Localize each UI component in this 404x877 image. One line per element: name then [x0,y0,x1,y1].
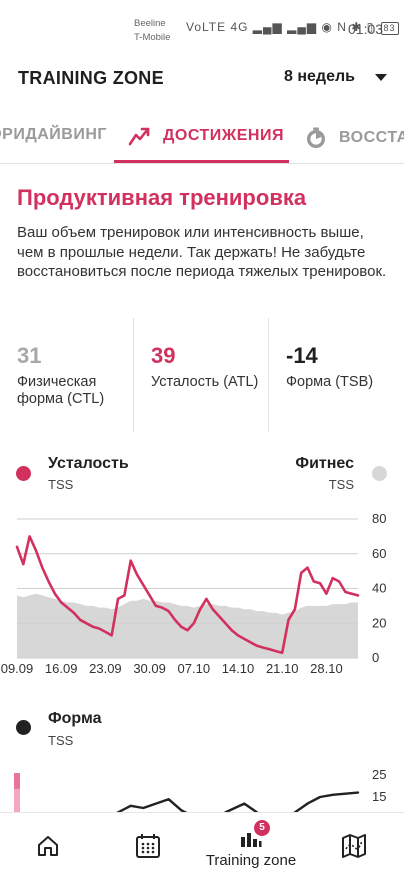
fatigue-fitness-chart-svg: 0 20 40 60 80 09.09 16.09 23.09 30.09 07.10 14.10 2… [1,511,387,676]
y-tick-label: 20 [372,615,386,630]
y-tick-label: 40 [372,581,386,596]
x-tick-label: 16.09 [45,661,78,676]
tab-freediving-label: ФРИДАЙВИНГ [0,126,107,143]
form-zone-band [14,773,20,789]
notification-badge: 5 [254,820,270,836]
fatigue-legend-dot [16,466,31,481]
form-legend-title: Форма [48,710,102,727]
bottom-navigation: 5 Training zone [0,812,404,877]
metric-atl-label: Усталость (ATL) [151,374,259,390]
x-tick-label: 23.09 [89,661,122,676]
tab-recovery-label: ВОССТАН [339,129,404,146]
map-icon [342,834,366,858]
bar-chart-icon [241,833,262,847]
nav-home[interactable] [16,813,80,877]
x-tick-label: 28.10 [310,661,343,676]
form-legend-dot [16,720,31,735]
metrics-row: 31 Физическая форма (CTL) 39 Усталость (… [0,318,404,432]
status-icons-glyphs: VoLTE 4G ▂▄▆ ▂▄▆ ◉ N ✱ ▯ [186,20,375,34]
nav-map[interactable] [322,813,386,877]
metric-tsb-value: -14 [286,343,318,368]
battery-icon: 83 [380,22,399,35]
home-icon [38,836,58,856]
metric-ctl-value: 31 [17,343,42,368]
status-bar: Beeline T-Mobile VoLTE 4G ▂▄▆ ▂▄▆ ◉ N ✱ … [0,0,404,52]
period-dropdown[interactable]: 8 недель [284,68,387,86]
active-tab-indicator [114,160,289,163]
x-tick-label: 30.09 [133,661,166,676]
summary-headline: Продуктивная тренировка [17,185,307,210]
metric-ctl-label: Физическая форма (CTL) [17,374,105,407]
carrier-info: Beeline T-Mobile [134,17,170,45]
caret-down-icon [374,73,387,81]
metric-atl-value: 39 [151,343,176,368]
tab-achievements-label: ДОСТИЖЕНИЯ [163,127,284,144]
fatigue-line [15,535,360,655]
y-tick-label: 60 [372,546,386,561]
form-legend-unit: TSS [48,733,74,748]
nav-training-zone-label: Training zone [205,852,297,869]
period-dropdown-value: 8 недель [284,68,355,85]
form-line [114,791,360,813]
summary-description: Ваш объем тренировок или интенсивность в… [17,224,387,280]
status-icons: VoLTE 4G ▂▄▆ ▂▄▆ ◉ N ✱ ▯ 83 [186,20,401,35]
x-tick-label: 14.10 [222,661,255,676]
x-tick-label: 09.09 [1,661,34,676]
fitness-legend-unit: TSS [328,477,354,492]
tab-recovery[interactable]: ВОССТАН [304,126,404,150]
fitness-area [17,593,358,658]
clock: 01:03 [348,21,384,37]
y-tick-label: 0 [372,650,379,665]
tab-freediving[interactable]: ФРИДАЙВИНГ [0,126,107,144]
x-tick-label: 07.10 [178,661,211,676]
nav-training-zone[interactable]: 5 Training zone [196,813,306,877]
y-tick-label: 80 [372,511,386,526]
fitness-legend-dot [372,466,387,481]
app-title: TRAINING ZONE [18,68,164,88]
tab-bar: ФРИДАЙВИНГ ДОСТИЖЕНИЯ ВОССТАН [0,112,404,164]
form-zone-band [14,773,20,813]
metric-tsb-label: Форма (TSB) [286,374,374,390]
y-tick-label: 15 [372,789,386,804]
form-chart[interactable]: 25 15 [0,768,404,813]
trend-up-icon [128,127,150,146]
fitness-legend-title: Фитнес [295,455,354,472]
metric-divider [268,318,269,432]
tab-achievements[interactable]: ДОСТИЖЕНИЯ [128,126,284,146]
stopwatch-icon [307,127,325,148]
metric-divider [133,318,134,432]
fatigue-legend-unit: TSS [48,477,74,492]
y-tick-label: 25 [372,768,386,782]
carrier-1: Beeline [134,18,166,29]
nav-calendar[interactable] [116,813,180,877]
fatigue-legend-title: Усталость [48,455,129,472]
carrier-2: T-Mobile [134,32,171,43]
fatigue-fitness-chart[interactable]: 0 20 40 60 80 09.09 16.09 23.09 30.09 07.10 14.10 2… [0,508,404,678]
app-header: TRAINING ZONE 8 недель [0,60,404,96]
x-tick-label: 21.10 [266,661,299,676]
form-chart-svg: 25 15 [14,768,386,813]
chart-legend: Усталость TSS Фитнес TSS [0,452,404,502]
calendar-icon [136,834,160,858]
